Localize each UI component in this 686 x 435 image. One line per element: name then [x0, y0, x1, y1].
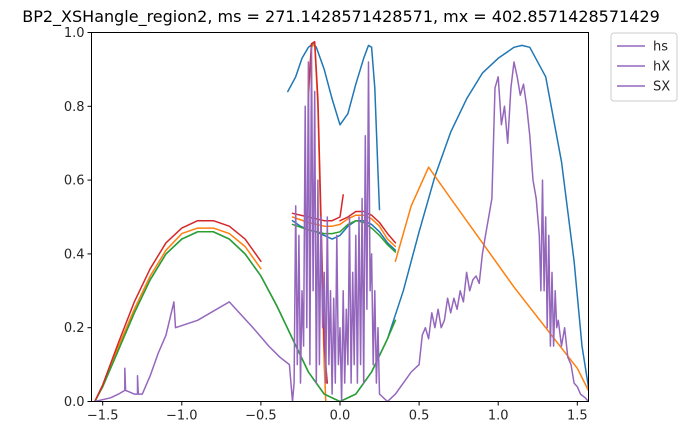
- x-tick-label: 0.5: [409, 409, 430, 424]
- x-tick-label: 1.0: [488, 409, 509, 424]
- y-tick-label: 0.2: [64, 321, 85, 336]
- y-tick-label: 1.0: [64, 26, 85, 41]
- legend-box: [610, 32, 678, 102]
- y-axis-ticks: 0.0 0.2 0.4 0.6 0.8 1.0: [64, 26, 92, 410]
- y-tick-label: 0.0: [64, 395, 85, 410]
- plot-series: [94, 40, 589, 402]
- x-tick-label: −1.0: [166, 409, 198, 424]
- series-3-line-0: [94, 219, 262, 402]
- x-tick-label: −1.5: [87, 409, 119, 424]
- y-tick-label: 0.8: [64, 100, 85, 115]
- series-4-line-0: [94, 46, 589, 402]
- y-tick-label: 0.4: [64, 247, 85, 262]
- series-2-line-0: [94, 231, 397, 402]
- series-1-line-0: [94, 227, 262, 402]
- x-tick-label: 0.0: [330, 409, 351, 424]
- x-tick-label: 1.5: [567, 409, 588, 424]
- series-3-line-1: [307, 40, 329, 384]
- legend-label-SX: SX: [653, 80, 670, 95]
- legend-label-hX: hX: [653, 60, 670, 75]
- x-axis-ticks: −1.5 −1.0 −0.5 0.0 0.5 1.0 1.5: [87, 401, 588, 424]
- series-1-line-2: [394, 166, 589, 392]
- chart-title: BP2_XSHangle_region2, ms = 271.142857142…: [22, 7, 660, 27]
- legend: hs hX SX: [610, 32, 678, 102]
- series-0-line-1: [287, 42, 381, 211]
- y-tick-label: 0.6: [64, 174, 85, 189]
- x-tick-label: −0.5: [245, 409, 277, 424]
- legend-label-hs: hs: [653, 40, 668, 55]
